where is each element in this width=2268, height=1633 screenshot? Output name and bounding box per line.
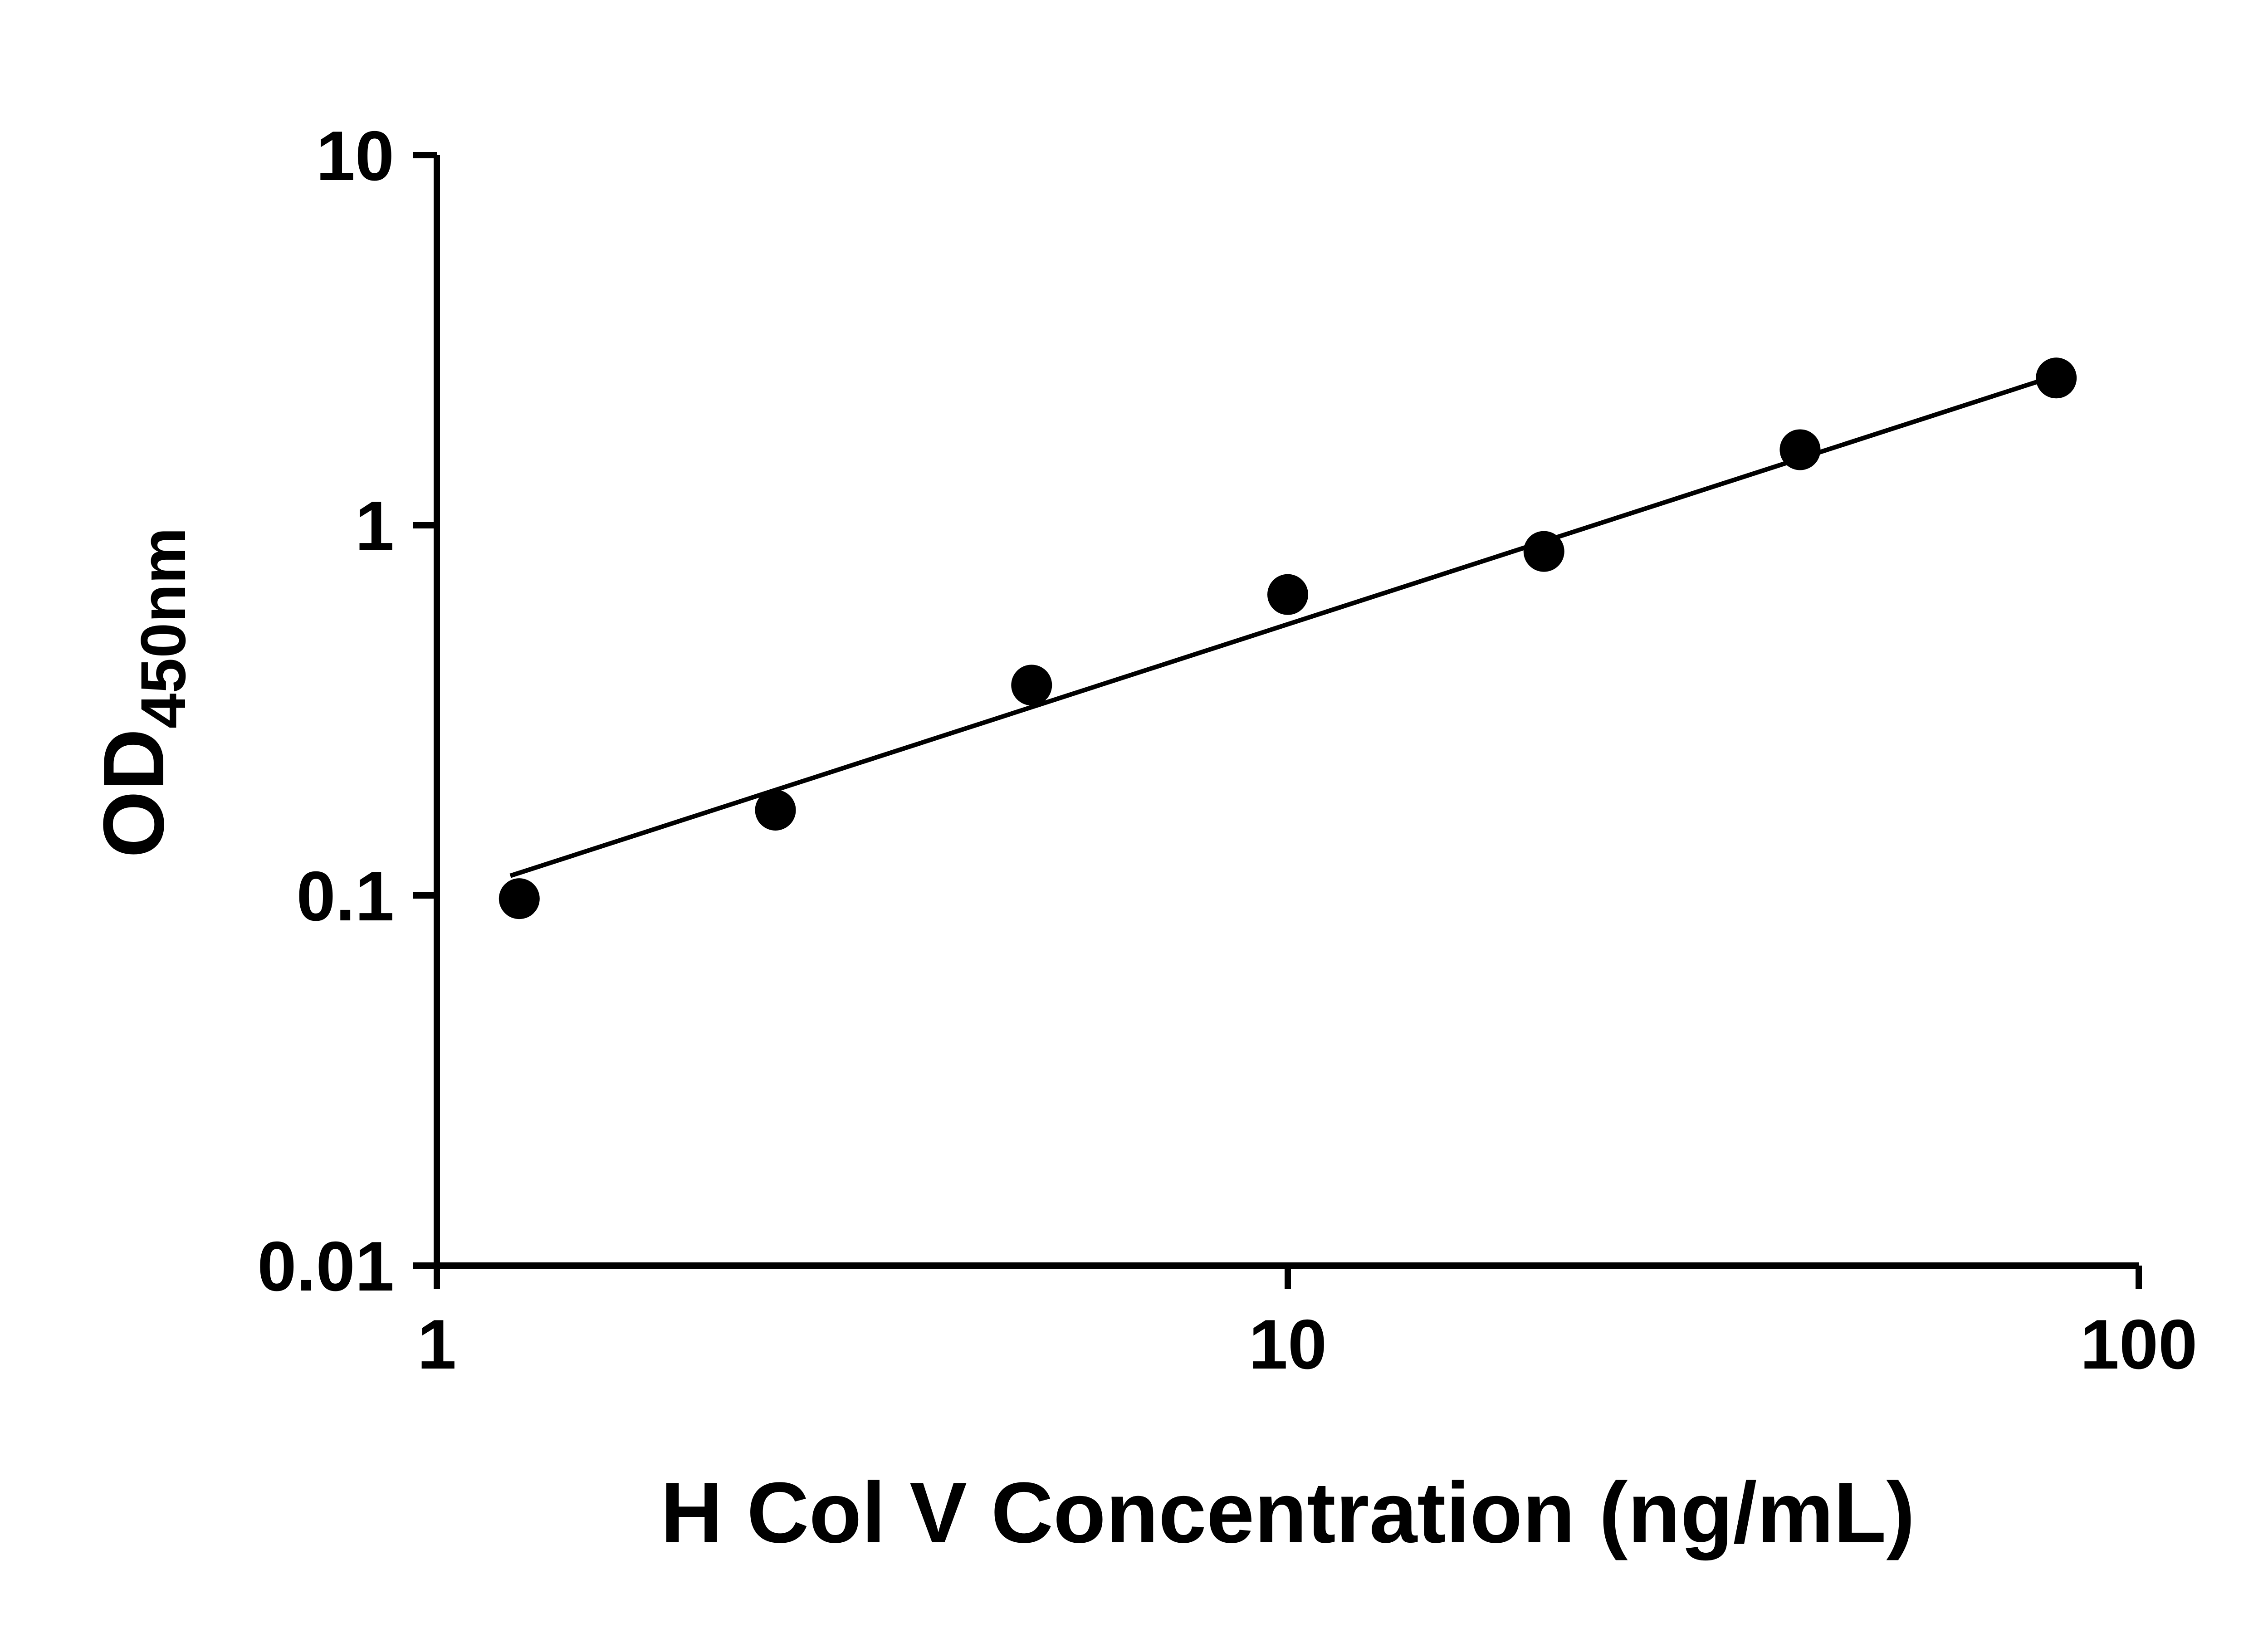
axis-spines (434, 155, 2139, 1269)
data-point (2036, 357, 2077, 399)
y-axis-title: OD450nm (86, 528, 199, 858)
y-tick-label: 0.1 (297, 857, 394, 935)
y-tick-label: 10 (316, 117, 394, 195)
data-point (755, 789, 796, 831)
data-point (1011, 665, 1052, 706)
trend-line (509, 372, 2062, 878)
x-tick-label: 10 (1249, 1305, 1327, 1384)
y-axis-title-main: OD (86, 728, 182, 858)
data-point (1267, 574, 1308, 615)
y-tick-label: 1 (355, 487, 394, 565)
x-tick-label: 1 (417, 1305, 456, 1384)
x-axis-title: H Col V Concentration (ng/mL) (660, 1465, 1915, 1561)
y-axis-title-subscript: 450nm (127, 528, 199, 729)
data-point (499, 878, 540, 919)
data-point (1779, 429, 1821, 470)
data-point (1523, 531, 1564, 572)
plot-area: 0.01 0.1 1 10 1 10 100 (257, 117, 2197, 1384)
y-tick-label: 0.01 (257, 1227, 394, 1305)
x-tick-label: 100 (2080, 1305, 2198, 1384)
